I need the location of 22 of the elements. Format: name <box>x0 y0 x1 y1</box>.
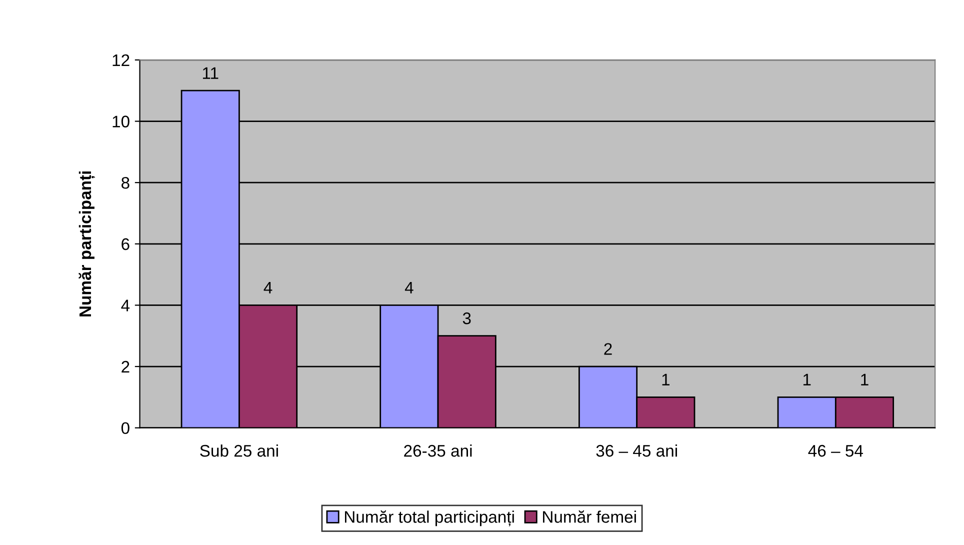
data-label: 4 <box>404 282 414 294</box>
legend-label: Număr femei <box>543 510 636 523</box>
data-label: 4 <box>264 282 272 294</box>
y-tick-label: 6 <box>122 238 130 250</box>
data-label: 11 <box>202 67 218 79</box>
x-tick-label: 36 – 45 ani <box>596 444 677 457</box>
legend-label: Număr total participanți <box>344 510 514 526</box>
y-tick-label: 8 <box>122 176 130 189</box>
x-tick-label: Sub 25 ani <box>200 444 278 457</box>
data-label: 3 <box>462 312 471 324</box>
y-axis-title: Număr participanți <box>78 171 95 316</box>
y-tick-label: 10 <box>112 116 130 128</box>
y-tick-label: 0 <box>121 422 130 434</box>
data-label: 2 <box>604 343 612 355</box>
data-label: 1 <box>662 374 670 386</box>
y-tick-label: 2 <box>122 360 130 373</box>
y-tick-label: 12 <box>112 54 130 66</box>
y-tick-label: 4 <box>121 300 130 312</box>
x-tick-label: 46 – 54 <box>808 444 863 457</box>
x-tick-label: 26-35 ani <box>404 444 472 457</box>
data-label: 1 <box>803 374 811 386</box>
data-label: 1 <box>861 374 868 386</box>
